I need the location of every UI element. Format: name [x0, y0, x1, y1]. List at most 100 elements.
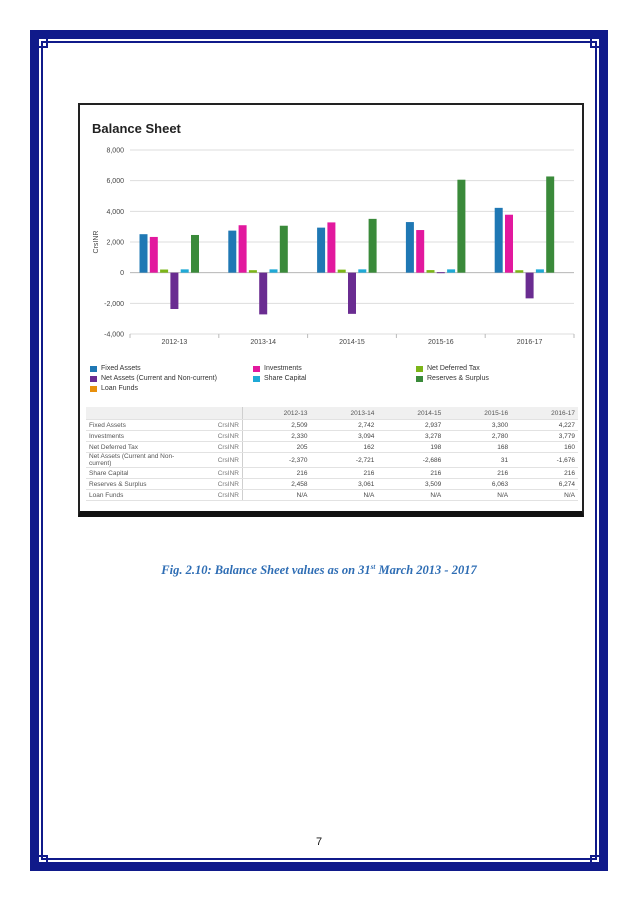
table-row: Loan Funds CrsINR N/A N/A N/A N/A N/A: [86, 489, 578, 501]
bar: [317, 227, 326, 273]
data-table: 2012-13 2013-14 2014-15 2015-16 2016-17 …: [86, 407, 578, 501]
bar: [327, 222, 336, 273]
table-cell: 216: [444, 467, 512, 479]
bar: [139, 234, 148, 273]
bar: [337, 269, 346, 273]
table-row: Investments CrsINR 2,330 3,094 3,278 2,780 3,7…: [86, 430, 578, 442]
bar: [515, 270, 524, 273]
y-tick-label: -4,000: [104, 332, 124, 339]
table-cell: 3,509: [377, 478, 445, 490]
figure-caption: Fig. 2.10: Balance Sheet values as on 31…: [0, 563, 638, 578]
table-cell: 2,742: [310, 419, 378, 431]
bar: [368, 218, 377, 273]
row-unit: CrsINR: [196, 489, 243, 501]
row-label: Net Deferred Tax: [86, 441, 196, 453]
bar: [269, 269, 278, 273]
table-cell: 3,300: [444, 419, 512, 431]
table-cell: 3,779: [511, 430, 578, 442]
table-cell: N/A: [377, 489, 445, 501]
legend-item-net-deferred-tax[interactable]: Net Deferred Tax: [416, 365, 480, 372]
table-cell: -2,370: [242, 452, 311, 468]
table-cell: 3,094: [310, 430, 378, 442]
legend-label: Net Assets (Current and Non-current): [101, 375, 217, 382]
bar: [160, 269, 169, 273]
legend-swatch: [90, 375, 97, 382]
y-tick-label: 8,000: [106, 148, 124, 155]
bar: [228, 230, 237, 273]
table-cell: N/A: [511, 489, 578, 501]
table-cell: 216: [377, 467, 445, 479]
table-header-cell: 2012-13: [242, 407, 311, 420]
bar: [180, 269, 189, 273]
caption-superscript: st: [370, 563, 376, 571]
table-header-cell: 2016-17: [511, 407, 578, 420]
row-unit: CrsINR: [196, 441, 243, 453]
caption-text: Fig. 2.10: Balance Sheet values as on 31: [161, 563, 371, 578]
page-border-inner: [41, 41, 597, 860]
table-cell: -1,676: [511, 452, 578, 468]
legend-label: Fixed Assets: [101, 365, 141, 372]
table-cell: 160: [511, 441, 578, 453]
table-cell: -2,721: [310, 452, 378, 468]
table-cell: 6,274: [511, 478, 578, 490]
row-unit: CrsINR: [196, 478, 243, 490]
row-label: Net Assets (Current and Non-current): [86, 452, 196, 468]
y-tick-label: -2,000: [104, 301, 124, 308]
table-header-cell: 2015-16: [444, 407, 512, 420]
table-cell: N/A: [310, 489, 378, 501]
bar: [191, 234, 199, 273]
row-label: Share Capital: [86, 467, 196, 479]
legend-swatch: [90, 385, 97, 392]
table-cell: 4,227: [511, 419, 578, 431]
table-cell: 198: [377, 441, 445, 453]
table-row: Fixed Assets CrsINR 2,509 2,742 2,937 3,300 4,…: [86, 419, 578, 431]
table-cell: 205: [242, 441, 311, 453]
table-cell: 2,937: [377, 419, 445, 431]
y-axis-label: CrsINR: [93, 231, 100, 254]
bar: [248, 270, 257, 273]
legend-item-loan-funds[interactable]: Loan Funds: [90, 385, 138, 392]
row-unit: CrsINR: [196, 430, 243, 442]
table-header-cell: [196, 407, 243, 420]
balance-sheet-figure: Balance Sheet -4,000 -2,000 0 2,000 4,000 6,0…: [78, 103, 584, 517]
table-cell: 2,780: [444, 430, 512, 442]
y-tick-label: 4,000: [106, 209, 124, 216]
legend-swatch: [416, 365, 423, 372]
row-label: Reserves & Surplus: [86, 478, 196, 490]
legend-item-fixed-assets[interactable]: Fixed Assets: [90, 365, 141, 372]
row-unit: CrsINR: [196, 419, 243, 431]
table-header-cell: 2013-14: [310, 407, 378, 420]
bar: [436, 272, 445, 274]
y-tick-label: 2,000: [106, 240, 124, 247]
legend-item-net-assets[interactable]: Net Assets (Current and Non-current): [90, 375, 217, 382]
bar-chart: -4,000 -2,000 0 2,000 4,000 6,000 8,000 CrsINR 2…: [93, 148, 575, 346]
legend-item-reserves-surplus[interactable]: Reserves & Surplus: [416, 375, 489, 382]
bar: [279, 225, 288, 273]
table-cell: N/A: [242, 489, 311, 501]
row-label: Fixed Assets: [86, 419, 196, 431]
row-label: Loan Funds: [86, 489, 196, 501]
bar: [170, 272, 179, 310]
corner-ornament: [590, 32, 606, 48]
x-tick-label: 2012-13: [162, 339, 188, 346]
table-header-cell: 2014-15: [377, 407, 445, 420]
bar: [405, 222, 414, 273]
x-tick-label: 2016-17: [517, 339, 543, 346]
legend-swatch: [253, 375, 260, 382]
table-cell: 216: [310, 467, 378, 479]
legend-label: Reserves & Surplus: [427, 375, 489, 382]
bar: [149, 236, 158, 273]
bar: [525, 272, 534, 299]
bar: [505, 214, 513, 273]
bar: [348, 272, 356, 314]
bar: [535, 269, 544, 273]
table-cell: 216: [511, 467, 578, 479]
legend-item-investments[interactable]: Investments: [253, 365, 302, 372]
corner-ornament: [32, 855, 48, 871]
legend-item-share-capital[interactable]: Share Capital: [253, 375, 306, 382]
chart-title: Balance Sheet: [92, 121, 181, 136]
x-tick-label: 2015-16: [428, 339, 454, 346]
y-tick-label: 6,000: [106, 178, 124, 185]
table-cell: 168: [444, 441, 512, 453]
bar: [457, 179, 466, 273]
